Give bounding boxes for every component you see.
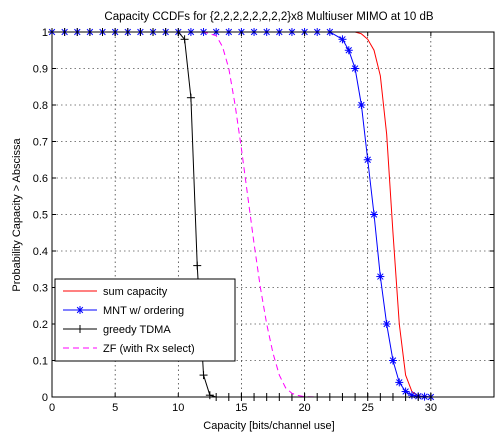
data-point: [338, 35, 347, 44]
data-point: [199, 371, 208, 380]
y-tick-label: 0.5: [33, 210, 48, 222]
y-tick-labels: 0 0.1 0.2 0.3 0.4 0.5 0.6 0.7 0.8 0.9 1: [33, 27, 48, 404]
data-point: [407, 391, 416, 400]
y-tick-label: 0.2: [33, 319, 48, 331]
x-tick-label: 30: [425, 402, 437, 414]
legend-item: ZF (with Rx select): [63, 343, 195, 355]
data-point: [401, 387, 410, 396]
data-point: [344, 46, 353, 55]
legend-box: [54, 278, 236, 362]
x-tick-label: 5: [112, 402, 118, 414]
data-point: [376, 272, 385, 281]
legend-label: MNT w/ ordering: [103, 305, 184, 317]
legend-items: sum capacity MNT w/ ordering greedy TDMA ZF…: [63, 286, 195, 355]
series-line: [52, 31, 431, 398]
y-tick-label: 0.6: [33, 173, 48, 185]
data-point: [395, 378, 404, 387]
y-tick-label: 0.3: [33, 283, 48, 295]
y-axis-label: Probability Capacity > Abscissa: [11, 138, 23, 292]
axis-ticks: [51, 31, 494, 398]
data-point: [363, 155, 372, 164]
y-tick-label: 0.8: [33, 100, 48, 112]
data-point: [351, 64, 360, 73]
legend-marker: [76, 306, 84, 314]
y-tick-label: 0.7: [33, 137, 48, 149]
x-tick-labels: 0 5 10 15 20 25 30: [49, 402, 437, 414]
y-tick-label: 0.9: [33, 64, 48, 76]
legend-label: sum capacity: [103, 286, 168, 298]
x-tick-label: 15: [235, 402, 247, 414]
chart-title: Capacity CCDFs for {2,2,2,2,2,2,2,2}x8 M…: [104, 11, 434, 23]
data-point: [186, 93, 195, 102]
data-point: [357, 101, 366, 109]
legend-item: sum capacity: [63, 286, 168, 298]
legend-marker: [76, 325, 84, 333]
y-tick-label: 0.1: [33, 356, 48, 368]
x-axis-label: Capacity [bits/channel use]: [203, 420, 334, 432]
y-tick-label: 0.4: [33, 246, 48, 258]
legend-label: ZF (with Rx select): [103, 343, 195, 355]
series-3: [52, 31, 431, 398]
legend: sum capacity MNT w/ ordering greedy TDMA ZF…: [54, 278, 236, 362]
y-tick-label: 1: [42, 27, 48, 39]
data-point: [193, 261, 202, 270]
data-point: [382, 320, 391, 328]
x-tick-label: 10: [172, 402, 184, 414]
x-tick-label: 0: [49, 402, 55, 414]
data-point: [205, 391, 214, 400]
legend-item: MNT w/ ordering: [63, 305, 184, 317]
data-point: [388, 356, 397, 365]
x-tick-label: 20: [298, 402, 310, 414]
data-point: [180, 35, 189, 44]
legend-label: greedy TDMA: [103, 324, 171, 336]
data-point: [370, 210, 379, 219]
legend-item: greedy TDMA: [63, 324, 171, 336]
y-tick-label: 0: [42, 392, 48, 404]
x-tick-label: 25: [362, 402, 374, 414]
